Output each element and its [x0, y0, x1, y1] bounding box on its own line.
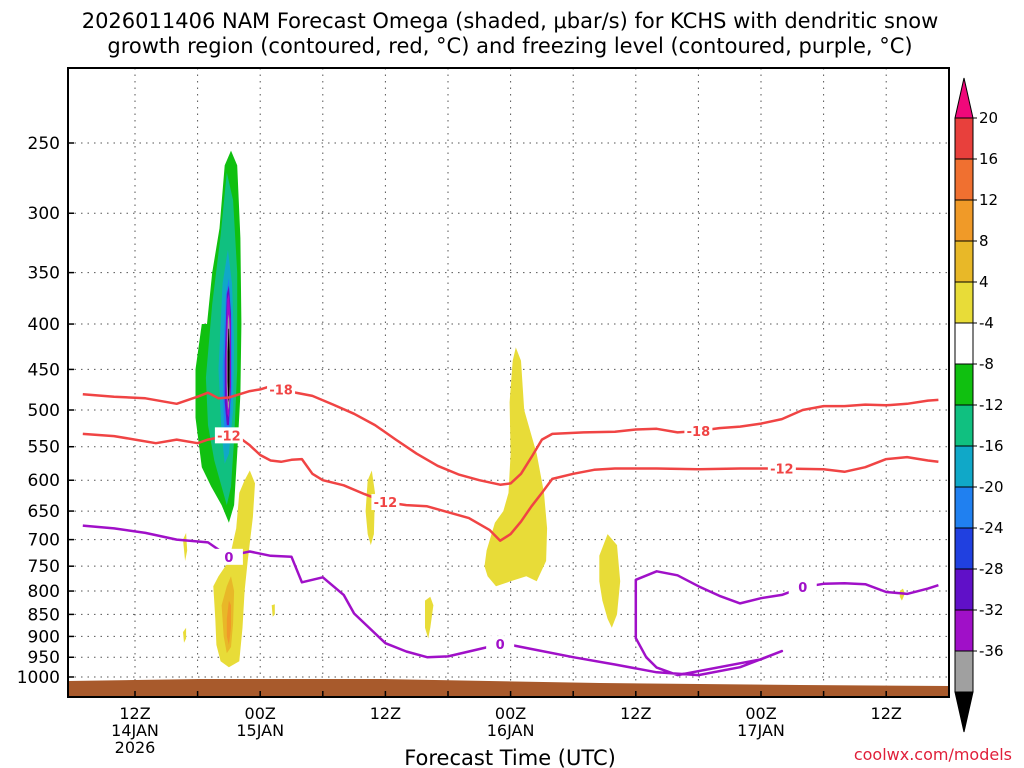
pressure-tick-label: 350 — [28, 264, 60, 284]
pressure-tick-label: 250 — [28, 134, 60, 154]
colorbar-tick-label: -4 — [979, 314, 994, 332]
pressure-tick-label: 400 — [28, 315, 60, 335]
chart-title-line1: 2026011406 NAM Forecast Omega (shaded, μ… — [82, 9, 939, 33]
colorbar-top-arrow — [954, 77, 974, 119]
omega-region-4 — [183, 627, 187, 643]
dgz-minus12-contour-label: -12 — [374, 496, 398, 511]
omega-region-4 — [484, 347, 548, 587]
contour-labels: -18 -18 -12 -12 -12 0 0 0 — [214, 381, 817, 653]
pressure-axis: 2503003504004505005506006507007508008509… — [17, 134, 74, 688]
time-tick-label: 12Z — [370, 704, 401, 723]
pressure-tick-label: 850 — [28, 605, 60, 625]
colorbar-swatch — [954, 281, 974, 324]
colorbar-tick-label: -8 — [979, 355, 994, 373]
terrain-ground — [68, 679, 949, 697]
omega-region-4 — [365, 470, 375, 546]
colorbar-swatch — [954, 445, 974, 488]
pressure-tick-label: 550 — [28, 438, 60, 458]
pressure-tick-label: 1000 — [17, 668, 60, 688]
colorbar-swatch — [954, 486, 974, 529]
pressure-tick-label: 300 — [28, 204, 60, 224]
omega-region-4 — [599, 534, 621, 628]
freezing-level-contour-label-bg — [486, 636, 515, 653]
dgz-minus18-contour-label-bg — [267, 381, 296, 398]
grid — [68, 68, 949, 697]
pressure-tick-label: 950 — [28, 648, 60, 668]
plot-area: -18 -18 -12 -12 -12 0 0 0 — [67, 67, 950, 698]
colorbar-tick-label: -12 — [979, 396, 1004, 414]
time-tick-label: 14JAN — [111, 721, 159, 740]
colorbar-tick-label: -36 — [979, 642, 1004, 660]
colorbar: 20 16 12 8 4 -4 -8 -12 -16 -20 -24 -28 -32 -36 — [954, 77, 1004, 733]
pressure-tick-label: 500 — [28, 401, 60, 421]
time-tick-label: 2026 — [115, 738, 156, 757]
colorbar-tick-label: 4 — [979, 273, 989, 291]
colorbar-tick-label: 8 — [979, 232, 989, 250]
chart-title-line2: growth region (contoured, red, °C) and f… — [107, 34, 912, 58]
colorbar-swatch — [954, 158, 974, 201]
colorbar-swatch — [954, 609, 974, 652]
omega-region-4 — [271, 604, 275, 617]
colorbar-tick-label: -32 — [979, 601, 1004, 619]
colorbar-swatch — [954, 527, 974, 570]
dgz-minus18-contour-label: -18 — [269, 383, 293, 398]
colorbar-tick-label: 16 — [979, 150, 998, 168]
dgz-minus12-contour-label-bg — [767, 460, 796, 477]
freezing-level-contour-label: 0 — [798, 581, 807, 596]
freezing-level-contour-label: 0 — [224, 551, 233, 566]
colorbar-tick-label: -28 — [979, 560, 1004, 578]
plot-frame — [67, 67, 950, 698]
colorbar-tick-label: -16 — [979, 437, 1004, 455]
time-tick-label: 12Z — [620, 704, 651, 723]
colorbar-swatch — [954, 568, 974, 611]
time-tick-label: 00Z — [495, 704, 526, 723]
pressure-tick-label: 900 — [28, 627, 60, 647]
omega-region-12 — [226, 600, 231, 645]
colorbar-swatch — [954, 404, 974, 447]
pressure-tick-label: 700 — [28, 531, 60, 551]
pressure-tick-label: 650 — [28, 502, 60, 522]
colorbar-tick-label: -24 — [979, 519, 1004, 537]
colorbar-tick-label: -20 — [979, 478, 1004, 496]
pressure-tick-label: 750 — [28, 557, 60, 577]
freezing-level-contour-label-bg — [788, 579, 817, 596]
omega-region-4 — [425, 596, 434, 639]
dgz-minus12-contour-label: -12 — [217, 429, 241, 444]
pressure-tick-label: 450 — [28, 360, 60, 380]
time-tick-label: 12Z — [119, 704, 150, 723]
colorbar-swatch — [954, 240, 974, 283]
time-tick-label: 16JAN — [487, 721, 535, 740]
colorbar-bottom-arrow — [954, 691, 974, 733]
colorbar-swatch — [954, 322, 974, 365]
freezing-level-contour-line — [82, 524, 939, 677]
time-tick-label: 00Z — [745, 704, 776, 723]
colorbar-swatch — [954, 117, 974, 160]
colorbar-swatch — [954, 363, 974, 406]
x-axis-label: Forecast Time (UTC) — [404, 746, 616, 768]
dgz-minus12-contour-label-bg — [371, 494, 400, 511]
dgz-minus18-contour-label-bg — [684, 422, 713, 439]
time-tick-label: 15JAN — [236, 721, 284, 740]
time-tick-label: 12Z — [871, 704, 902, 723]
freezing-level-contour-label-bg — [214, 548, 243, 565]
freezing-level-contour-label: 0 — [496, 638, 505, 653]
dgz-minus12-contour-label-bg — [214, 427, 243, 444]
pressure-tick-label: 800 — [28, 582, 60, 602]
colorbar-tick-label: 20 — [979, 109, 998, 127]
colorbar-swatch — [954, 199, 974, 242]
dgz-minus12-contour-label: -12 — [770, 462, 794, 477]
dgz-minus18-contour-label: -18 — [687, 425, 711, 440]
pressure-tick-label: 600 — [28, 471, 60, 491]
dgz-minus18-contour-line — [82, 384, 939, 486]
colorbar-swatch — [954, 650, 974, 693]
colorbar-tick-label: 12 — [979, 191, 998, 209]
credit-text: coolwx.com/models — [854, 745, 1012, 764]
time-tick-label: 17JAN — [737, 721, 785, 740]
time-tick-label: 00Z — [245, 704, 276, 723]
omega-region-minus36 — [227, 328, 230, 403]
